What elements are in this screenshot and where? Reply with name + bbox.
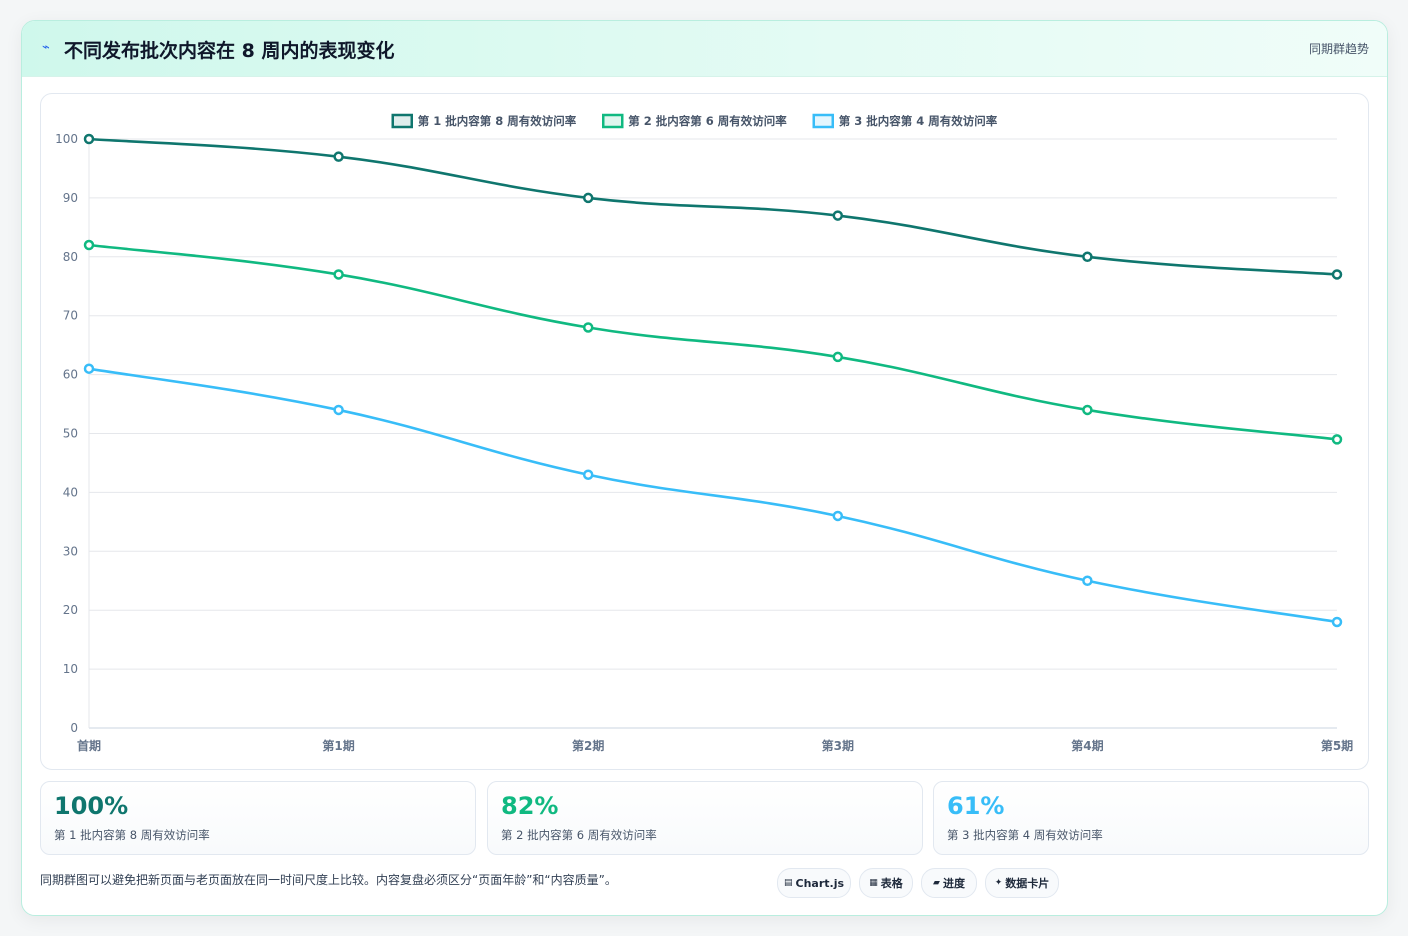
- data-point: [1331, 434, 1343, 445]
- data-point: [83, 239, 95, 251]
- page-title: 不同发布批次内容在 8 周内的表现变化: [64, 40, 395, 62]
- stat-label: 第 1 批内容第 8 周有效访问率: [54, 828, 210, 842]
- stat-value: 82%: [501, 792, 559, 820]
- x-tick-label: 第4期: [1071, 738, 1103, 753]
- x-tick-label: 第1期: [322, 738, 354, 753]
- pill-progress[interactable]: ▰ 进度: [921, 868, 977, 898]
- legend-label: 第 3 批内容第 4 周有效访问率: [839, 114, 998, 128]
- pill-label: 表格: [880, 877, 903, 890]
- stat-card-batch-1: 100% 第 1 批内容第 8 周有效访问率: [40, 781, 476, 855]
- data-point: [582, 469, 594, 480]
- stat-card-batch-2: 82% 第 2 批内容第 6 周有效访问率: [487, 781, 923, 855]
- data-point: [333, 404, 344, 416]
- data-point: [1082, 404, 1093, 416]
- series-line-1: [88, 137, 1338, 276]
- card-header: ⌁ 不同发布批次内容在 8 周内的表现变化 同期群趋势: [22, 21, 1387, 77]
- y-tick-label: 0: [70, 721, 78, 735]
- series-line-3: [88, 367, 1338, 624]
- y-tick-label: 70: [63, 309, 78, 323]
- data-point: [333, 269, 344, 280]
- legend-label: 第 1 批内容第 8 周有效访问率: [418, 114, 577, 128]
- x-tick-label: 第2期: [572, 738, 604, 753]
- x-tick-label: 第3期: [822, 738, 854, 753]
- y-tick-label: 20: [63, 603, 78, 617]
- data-point: [1082, 575, 1093, 586]
- pill-label: Chart.js: [795, 876, 845, 890]
- data-point: [1082, 251, 1093, 263]
- stat-value: 61%: [947, 792, 1005, 820]
- data-point: [582, 322, 594, 333]
- y-tick-label: 50: [63, 427, 78, 441]
- y-tick-label: 30: [63, 544, 78, 558]
- series-line-2: [88, 243, 1338, 441]
- trend-icon: ⌁: [42, 40, 50, 55]
- stat-card-batch-3: 61% 第 3 批内容第 4 周有效访问率: [933, 781, 1369, 855]
- sparkle-icon: ✦: [994, 878, 1003, 888]
- legend-swatch: [602, 113, 624, 129]
- y-tick-label: 90: [63, 191, 78, 205]
- table-icon: ▦: [869, 878, 878, 888]
- pill-chartjs[interactable]: ▤ Chart.js: [777, 868, 851, 898]
- legend-swatch: [391, 113, 413, 129]
- line-chart: 0 10 20 30 40 50 60 70 80 90 100 首期 第1期 第2期 第3期 第4期 第5期 第…: [55, 113, 1353, 753]
- data-point: [832, 351, 844, 363]
- chart-card: ⌁ 不同发布批次内容在 8 周内的表现变化 同期群趋势 0 10 20 30 40 50 6…: [21, 20, 1388, 916]
- pill-table[interactable]: ▦ 表格: [859, 868, 913, 898]
- y-tick-label: 100: [55, 132, 78, 146]
- header-tag: 同期群趋势: [1308, 42, 1369, 56]
- y-tick-label: 80: [63, 250, 78, 264]
- x-tick-label: 首期: [77, 738, 101, 753]
- chart-container: 0 10 20 30 40 50 60 70 80 90 100 首期 第1期 第2期 第3期 第4期 第5期 第…: [40, 93, 1369, 770]
- data-point: [333, 151, 344, 162]
- chart-icon: ▤: [783, 878, 793, 888]
- progress-icon: ▰: [933, 878, 940, 888]
- data-point: [1331, 269, 1343, 280]
- data-point: [832, 210, 844, 221]
- pill-label: 进度: [942, 877, 965, 890]
- data-point: [832, 510, 844, 522]
- footer-note: 同期群图可以避免把新页面与老页面放在同一时间尺度上比较。内容复盘必须区分“页面年…: [40, 873, 617, 887]
- y-tick-label: 60: [63, 368, 78, 382]
- stat-label: 第 2 批内容第 6 周有效访问率: [501, 828, 657, 842]
- y-tick-label: 10: [63, 662, 78, 676]
- data-point: [1331, 616, 1343, 628]
- x-tick-label: 第5期: [1321, 738, 1353, 753]
- data-point: [582, 192, 594, 204]
- stat-label: 第 3 批内容第 4 周有效访问率: [947, 828, 1103, 842]
- stat-value: 100%: [54, 792, 129, 820]
- legend-swatch: [812, 113, 834, 129]
- y-tick-label: 40: [63, 485, 78, 499]
- pill-data-card[interactable]: ✦ 数据卡片: [985, 868, 1059, 898]
- data-point: [83, 363, 95, 374]
- data-point: [83, 133, 95, 145]
- legend-label: 第 2 批内容第 6 周有效访问率: [628, 114, 787, 128]
- pill-label: 数据卡片: [1005, 877, 1050, 890]
